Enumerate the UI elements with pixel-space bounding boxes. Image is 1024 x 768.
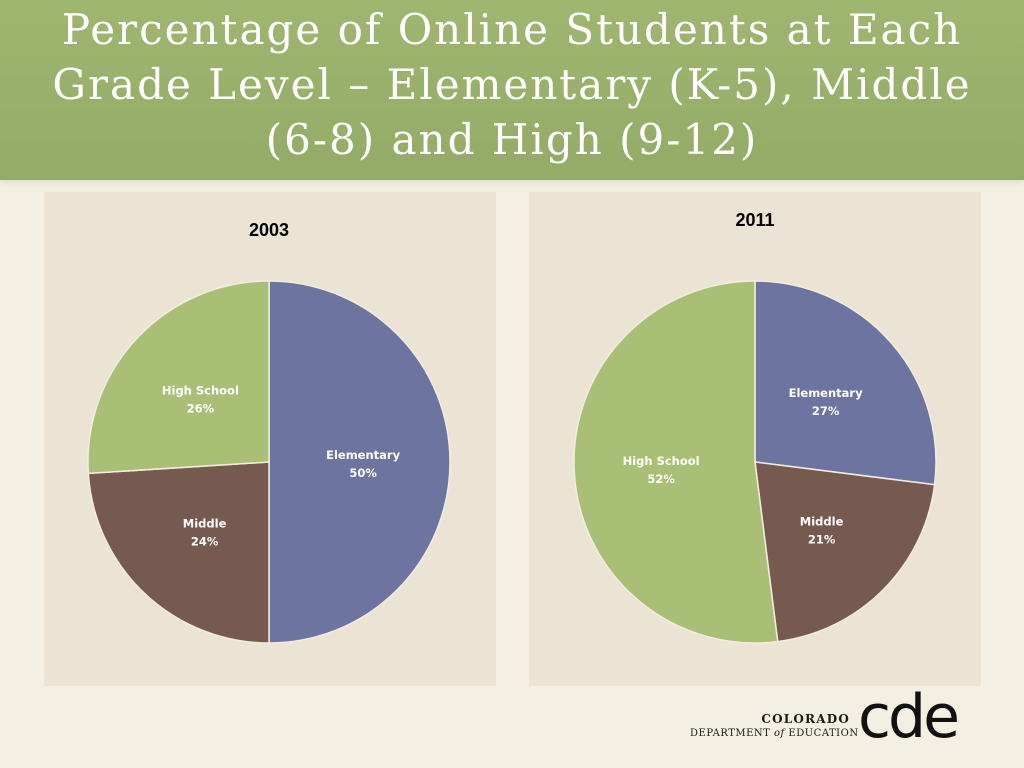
pie-chart-2003: 2003 Elementary 50% Middle 24% High School 26% [87, 220, 451, 644]
slice-label-elementary-2011: Elementary [789, 386, 863, 400]
logo-dept-suffix: EDUCATION [784, 728, 859, 739]
slice-value-middle-2011: 21% [808, 533, 836, 547]
slice-value-elementary-2011: 27% [812, 404, 840, 418]
slice-value-middle-2003: 24% [191, 535, 219, 549]
pie-chart-2011: 2011 Elementary 27% Middle 21% High School 52% [573, 210, 937, 644]
slice-label-middle-2011: Middle [800, 515, 844, 529]
slice-label-high-school-2011: High School [623, 454, 700, 468]
slice-elementary-2011 [754, 280, 937, 486]
slide-title: Percentage of Online Students at Each Gr… [52, 5, 972, 164]
slice-high-school-2011 [573, 280, 779, 644]
chart-panel-2011: 2011 Elementary 27% Middle 21% High School 52% [529, 192, 981, 686]
slice-middle-2011 [754, 461, 936, 643]
logo-dept-of: of [774, 728, 785, 739]
logo-department-text: DEPARTMENT of EDUCATION [690, 728, 858, 739]
chart-title-2011: 2011 [735, 210, 774, 230]
slice-middle-2003 [87, 461, 270, 644]
chart-title-2003: 2003 [249, 220, 289, 240]
logo-mark: cde [858, 682, 960, 752]
slice-value-elementary-2003: 50% [349, 466, 377, 480]
slice-high-school-2003 [87, 280, 270, 475]
slice-label-elementary-2003: Elementary [326, 448, 400, 462]
logo-state-text: COLORADO [761, 712, 850, 726]
slice-value-high-school-2003: 26% [187, 402, 215, 416]
logo-dept-prefix: DEPARTMENT [690, 728, 775, 739]
chart-panel-2003: 2003 Elementary 50% Middle 24% High School 26% [44, 192, 496, 686]
slice-elementary-2003 [268, 280, 451, 644]
slice-value-high-school-2011: 52% [647, 472, 675, 486]
slice-label-middle-2003: Middle [183, 517, 227, 531]
title-band: Percentage of Online Students at Each Gr… [0, 0, 1024, 180]
cde-logo: COLORADO DEPARTMENT of EDUCATION cde [690, 682, 990, 752]
slice-label-high-school-2003: High School [162, 384, 239, 398]
